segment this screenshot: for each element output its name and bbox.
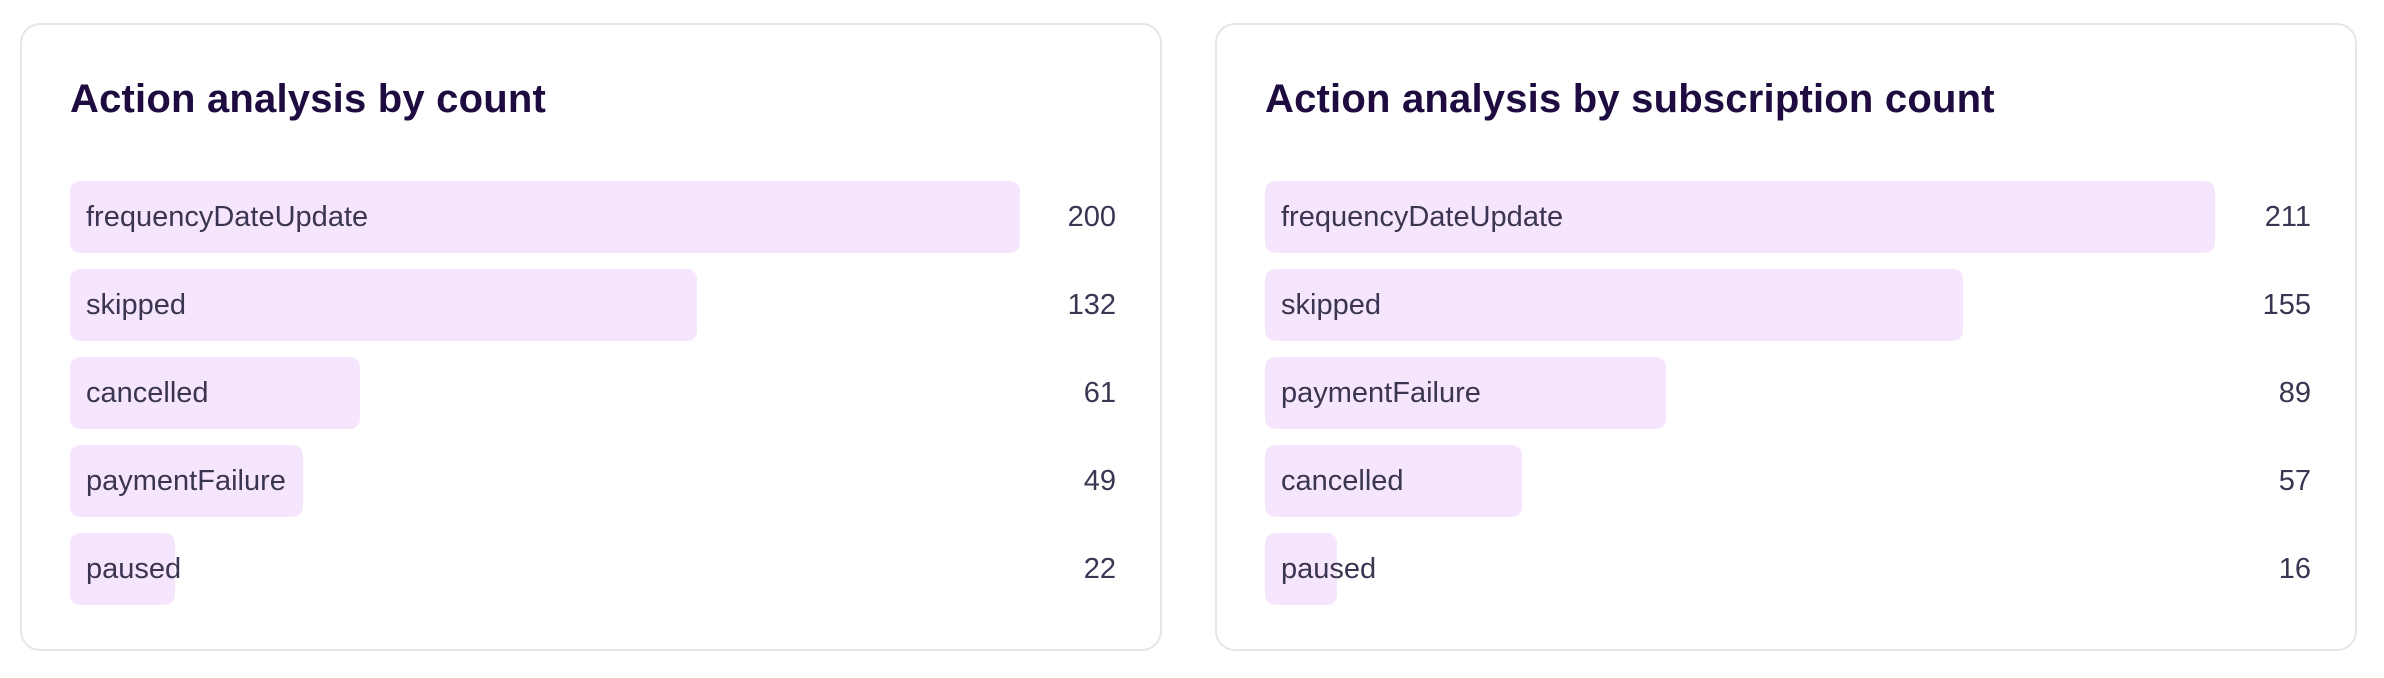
bar-value: 155 xyxy=(2262,289,2311,321)
bar-value: 57 xyxy=(2278,465,2311,497)
bar-label: cancelled xyxy=(1281,465,1404,497)
bar-label: frequencyDateUpdate xyxy=(86,201,369,233)
bar-label: cancelled xyxy=(86,377,209,409)
bar xyxy=(1265,357,1666,429)
bar xyxy=(70,445,303,517)
bar xyxy=(70,181,1020,253)
bar-label: paused xyxy=(1281,553,1377,585)
bar-value: 89 xyxy=(2278,377,2311,409)
bar-row: skipped 155 xyxy=(1265,269,2311,341)
action-count-chart-card: Action analysis by count frequencyDateUp… xyxy=(20,23,1162,651)
bar-row: frequencyDateUpdate 211 xyxy=(1265,181,2311,253)
bar-label: paused xyxy=(86,553,182,585)
bar-value: 211 xyxy=(2264,201,2311,233)
bar-label: frequencyDateUpdate xyxy=(1281,201,1564,233)
bar-row: paused 22 xyxy=(70,533,1116,605)
bar-value: 61 xyxy=(1083,377,1116,409)
bar-label: skipped xyxy=(86,289,186,321)
bar xyxy=(1265,445,1522,517)
bar-list: frequencyDateUpdate 211 skipped 155 paymentF… xyxy=(1265,181,2311,621)
bar xyxy=(1265,181,2215,253)
bar xyxy=(70,357,360,429)
bar xyxy=(70,533,175,605)
bar-row: cancelled 57 xyxy=(1265,445,2311,517)
bar xyxy=(1265,269,1963,341)
bar-value: 132 xyxy=(1067,289,1116,321)
bar-row: paymentFailure 89 xyxy=(1265,357,2311,429)
bar-value: 49 xyxy=(1083,465,1116,497)
chart-title: Action analysis by subscription count xyxy=(1265,77,1995,121)
bar-row: paymentFailure 49 xyxy=(70,445,1116,517)
bar-row: paused 16 xyxy=(1265,533,2311,605)
bar-list: frequencyDateUpdate 200 skipped 132 cancelle… xyxy=(70,181,1116,621)
bar-label: paymentFailure xyxy=(86,465,286,497)
chart-title: Action analysis by count xyxy=(70,77,547,121)
bar-row: cancelled 61 xyxy=(70,357,1116,429)
bar-label: paymentFailure xyxy=(1281,377,1481,409)
bar xyxy=(1265,533,1337,605)
bar xyxy=(70,269,697,341)
bar-value: 16 xyxy=(2278,553,2311,585)
bar-row: frequencyDateUpdate 200 xyxy=(70,181,1116,253)
bar-value: 200 xyxy=(1067,201,1116,233)
bar-row: skipped 132 xyxy=(70,269,1116,341)
bar-label: skipped xyxy=(1281,289,1381,321)
bar-value: 22 xyxy=(1083,553,1116,585)
action-subscription-count-chart-card: Action analysis by subscription count fr… xyxy=(1215,23,2357,651)
